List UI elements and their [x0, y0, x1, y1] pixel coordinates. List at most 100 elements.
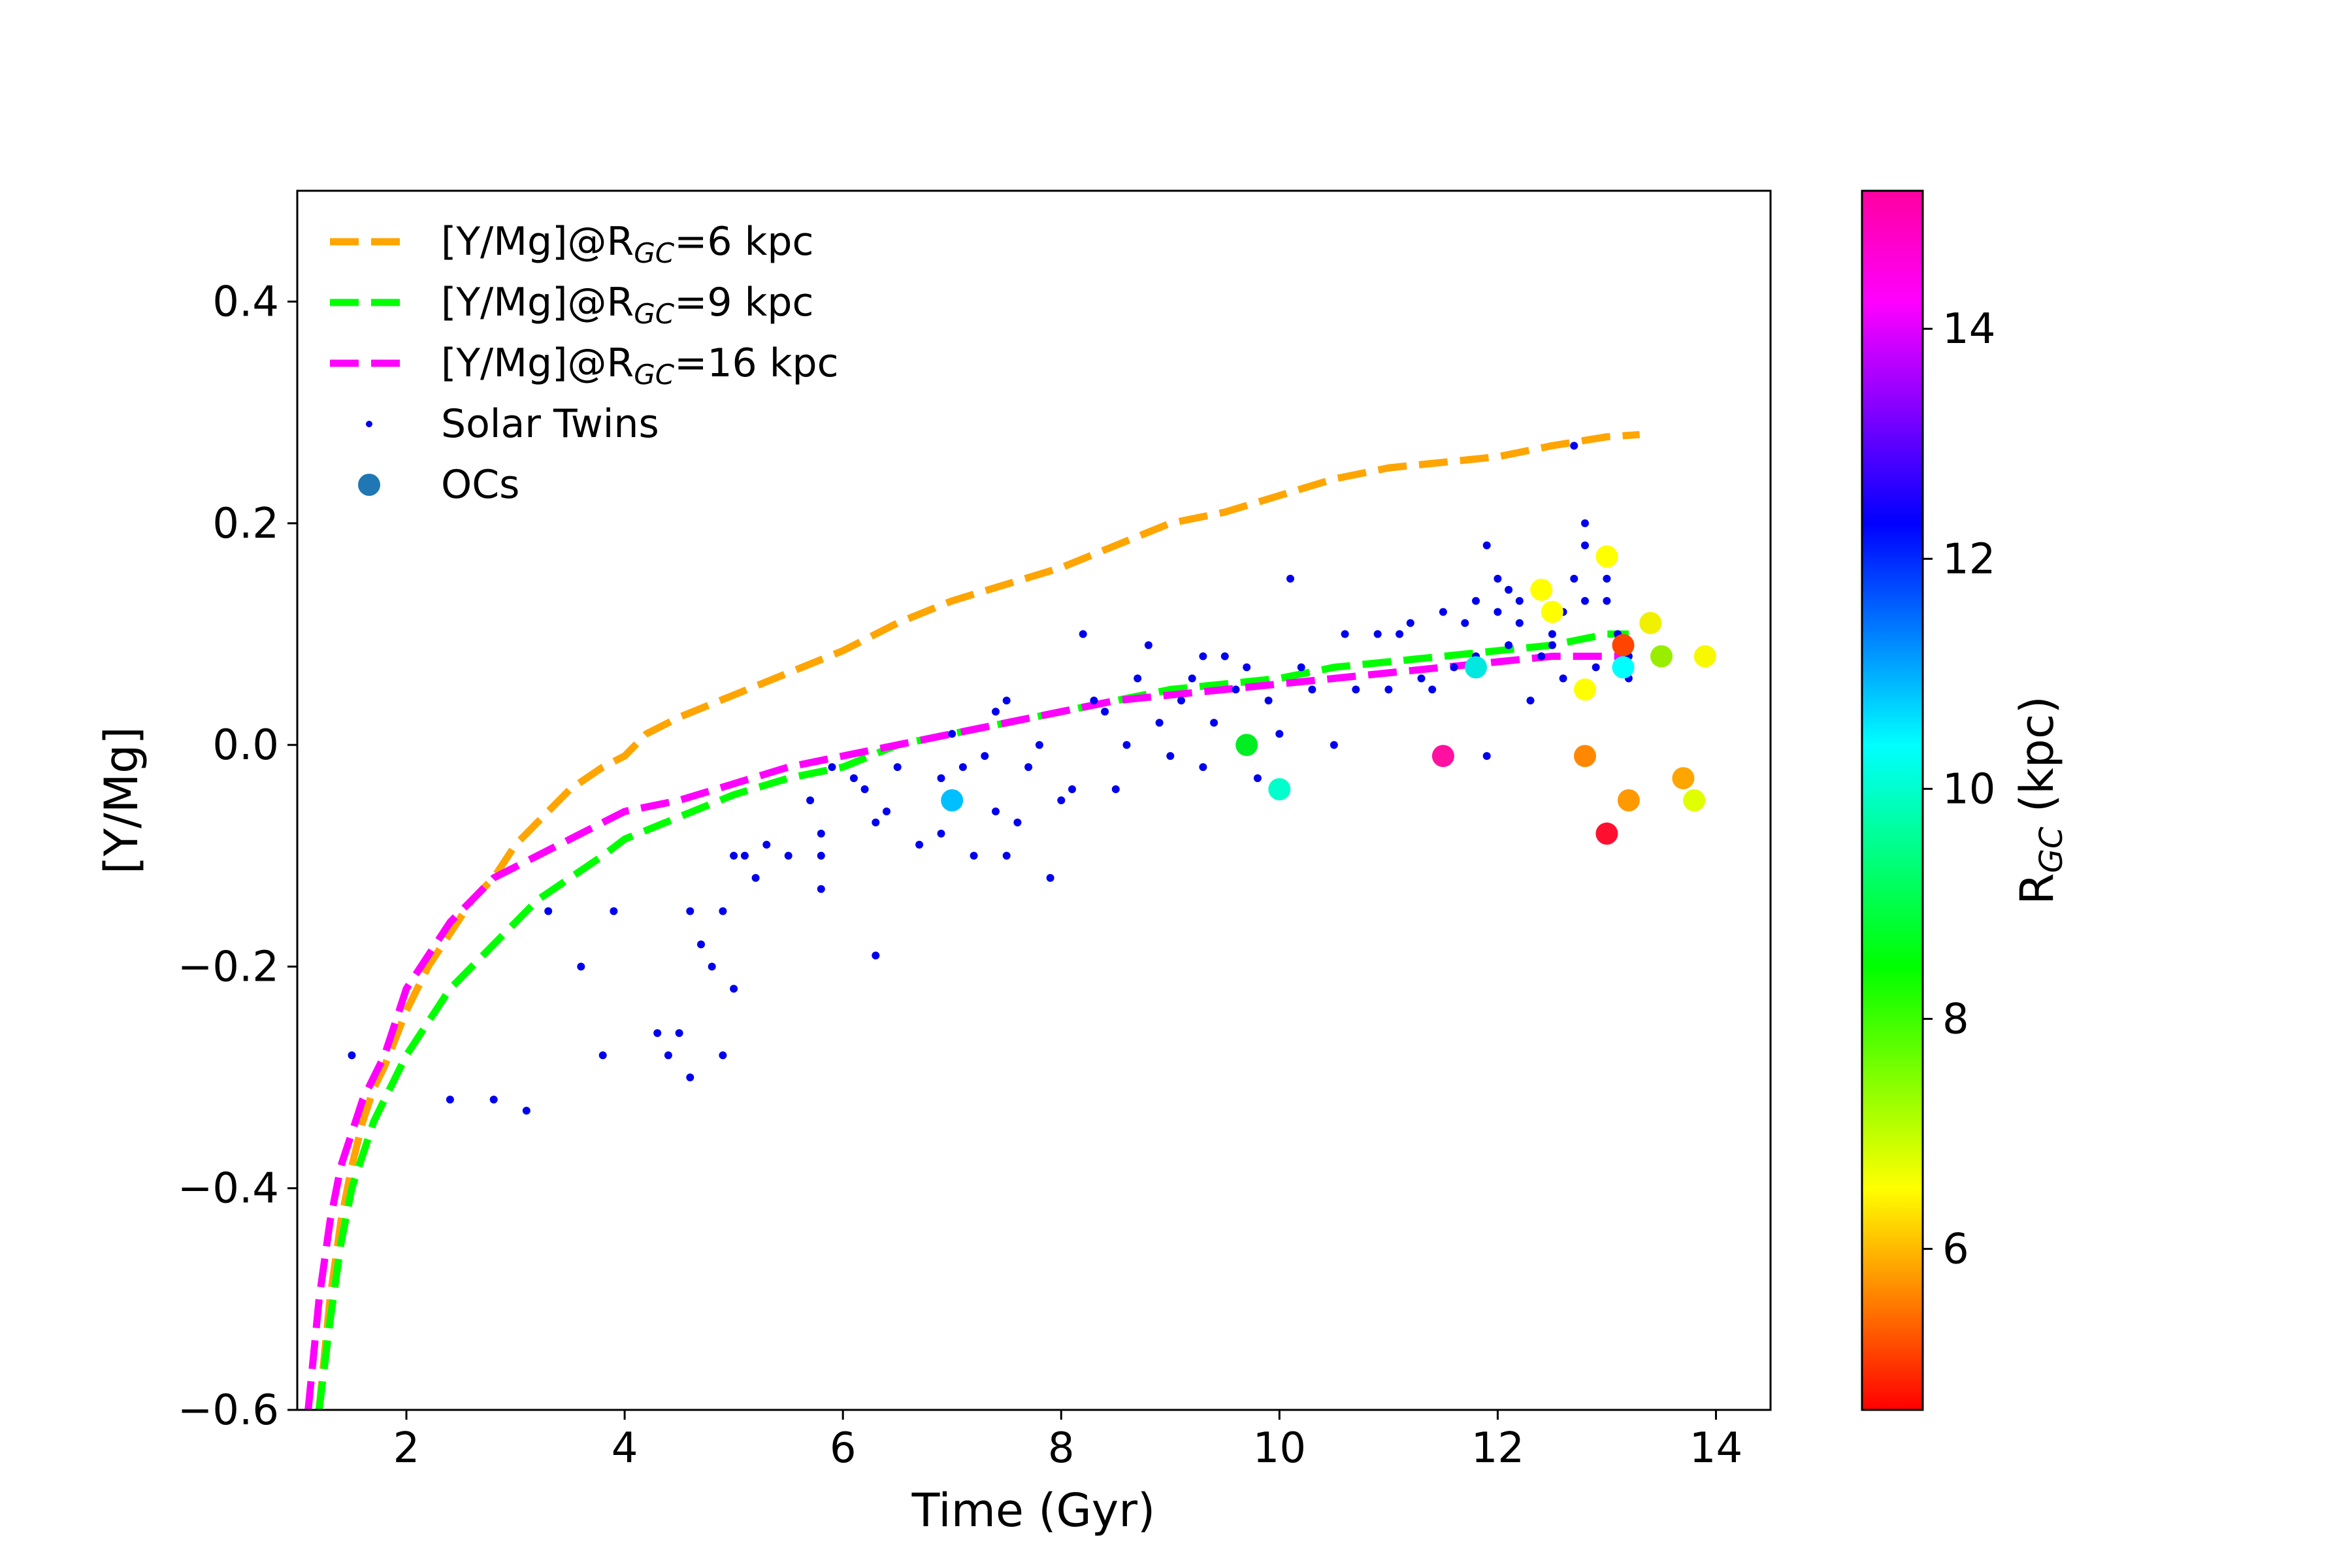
solar-twin-point [1570, 442, 1578, 450]
solar-twin-point [1057, 796, 1066, 804]
x-tick-label: 12 [1471, 1424, 1524, 1473]
legend-label: [Y/Mg]@RGC=6 kpc [441, 219, 813, 269]
solar-twin-point [1002, 851, 1011, 860]
colorbar-label-subscript: GC [2033, 826, 2070, 873]
solar-twin-point [1199, 652, 1207, 661]
solar-twin-point [1024, 763, 1033, 772]
x-axis-label: Time (Gyr) [911, 1484, 1156, 1537]
colorbar-label-prefix: R [2010, 873, 2064, 905]
solar-twin-point [1253, 774, 1262, 783]
x-tick-label: 10 [1253, 1424, 1306, 1473]
legend-label: [Y/Mg]@RGC=9 kpc [441, 280, 813, 330]
solar-twin-point [1494, 574, 1502, 583]
solar-twin-point [1581, 541, 1589, 549]
solar-twin-point [1210, 719, 1218, 727]
solar-twin-point [1013, 818, 1022, 826]
plot-frame [296, 189, 1772, 1411]
solar-twin-point [719, 1051, 727, 1060]
colorbar-tick-label: 12 [1942, 535, 1995, 583]
legend-label-prefix: [Y/Mg]@R [441, 280, 634, 325]
solar-twin-point [1341, 630, 1349, 638]
solar-twin-point [992, 708, 1000, 716]
solar-twin-point [664, 1051, 672, 1060]
solar-twin-point [1297, 663, 1305, 672]
legend-label-suffix: =16 kpc [674, 340, 839, 386]
solar-twin-point [697, 940, 705, 949]
solar-twin-point [893, 763, 902, 772]
solar-twin-point [610, 907, 618, 915]
solar-twin-point [1046, 874, 1054, 882]
solar-twin-point [1090, 696, 1098, 705]
solar-twin-point [849, 774, 858, 783]
solar-twin-point [1079, 630, 1087, 638]
solar-twin-point [653, 1029, 662, 1037]
open-cluster-point [1595, 545, 1618, 568]
legend-label-prefix: [Y/Mg]@R [441, 340, 634, 386]
solar-twin-point [1144, 641, 1152, 649]
solar-twin-point [1581, 596, 1589, 605]
solar-twin-point [1603, 596, 1611, 605]
solar-twin-point [522, 1107, 531, 1115]
solar-twin-point [828, 763, 836, 772]
plot-area [304, 431, 1716, 1410]
y-tick-label: 0.4 [212, 278, 279, 327]
colorbar-label: RGC (kpc) [2010, 696, 2070, 905]
open-cluster-point [1650, 645, 1673, 668]
solar-twin-point [1450, 663, 1458, 672]
colorbar-tick-label: 10 [1942, 765, 1995, 813]
solar-twin-point [598, 1051, 607, 1060]
solar-twin-point [1548, 630, 1556, 638]
solar-twin-point [1373, 630, 1382, 638]
open-cluster-point [1541, 600, 1563, 623]
solar-twin-point [784, 851, 792, 860]
solar-twin-point [1537, 652, 1546, 661]
legend-label: Solar Twins [441, 401, 659, 447]
colorbar-gradient [1861, 189, 1924, 1411]
solar-twin-point [708, 962, 716, 971]
solar-twin-point [817, 885, 825, 893]
solar-twin-point [1002, 696, 1011, 705]
open-cluster-point [1612, 634, 1635, 657]
x-tick-label: 14 [1690, 1424, 1742, 1473]
solar-twin-point [1352, 685, 1360, 694]
solar-twin-point [958, 763, 967, 772]
open-cluster-point [1595, 822, 1618, 845]
open-cluster-point [1693, 645, 1716, 668]
y-axis-label: [Y/Mg] [95, 727, 148, 874]
solar-twin-point [1482, 541, 1491, 549]
solar-twin-point [686, 1073, 694, 1082]
solar-twin-point [1472, 596, 1480, 605]
solar-twin-point [817, 829, 825, 838]
solar-twin-point [1581, 519, 1589, 527]
solar-twin-point [1275, 730, 1284, 738]
legend-label-suffix: =9 kpc [674, 280, 813, 325]
solar-twin-point [1505, 641, 1513, 649]
solar-twin-point [1111, 785, 1120, 793]
legend-label-subscript: GC [634, 237, 675, 269]
open-cluster-point [1639, 612, 1662, 634]
solar-twin-point [1101, 708, 1109, 716]
solar-twin-point [1505, 585, 1513, 594]
solar-twin-point [1482, 752, 1491, 760]
open-cluster-point [1617, 789, 1640, 811]
legend-label: OCs [441, 462, 519, 508]
open-cluster-point [1574, 678, 1596, 701]
solar-twin-point [1286, 574, 1294, 583]
solar-twin-point [1220, 652, 1229, 661]
solar-twin-point [1122, 741, 1131, 749]
solar-twin-point [1439, 608, 1447, 616]
colorbar: 6 8 10 12 14 RGC (kpc) [1861, 189, 2070, 1411]
legend-label-subscript: GC [634, 298, 675, 330]
solar-twin-point [948, 730, 956, 738]
solar-twin-point [1396, 630, 1404, 638]
series-line-1 [315, 431, 1640, 1410]
solar-twin-point [1155, 719, 1164, 727]
solar-twin-point [348, 1051, 356, 1060]
solar-twin-point [489, 1096, 498, 1103]
solar-twin-point [1199, 763, 1207, 772]
solar-twin-point [1515, 619, 1524, 627]
solar-twin-point [872, 818, 880, 826]
open-cluster-point [1672, 767, 1695, 790]
solar-twin-point [1177, 696, 1185, 705]
